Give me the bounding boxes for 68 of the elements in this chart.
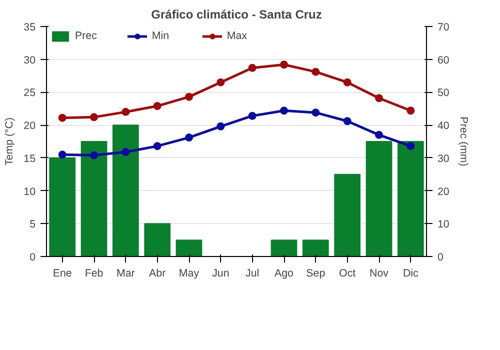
bar <box>176 240 202 256</box>
y-tick-label: 20 <box>24 120 36 132</box>
point <box>122 148 130 156</box>
y2-axis-title: Prec (mm) <box>457 116 470 166</box>
y2-tick-label: 70 <box>438 22 450 34</box>
point <box>375 94 383 102</box>
x-tick-label: Ago <box>274 268 294 280</box>
y-axis-title: Temp (°C) <box>4 117 16 166</box>
x-tick-label: Oct <box>339 268 356 280</box>
point <box>312 108 320 117</box>
legend-label: Min <box>152 30 170 42</box>
point <box>153 102 162 110</box>
x-tick-label: Sep <box>306 268 326 280</box>
y-tick-label: 5 <box>30 218 36 231</box>
bar <box>270 240 298 256</box>
point <box>406 142 415 150</box>
y2-tick-label: 30 <box>438 152 450 165</box>
bar <box>398 141 424 256</box>
point <box>406 106 415 115</box>
x-tick-label: Dic <box>402 268 420 280</box>
y2-tick-label: 50 <box>438 87 450 100</box>
point <box>343 78 352 86</box>
point <box>122 108 130 116</box>
point <box>375 130 383 139</box>
point <box>58 150 66 159</box>
y-tick-label: 25 <box>24 87 36 100</box>
bar <box>144 223 170 256</box>
point <box>216 122 225 130</box>
y2-tick-label: 60 <box>438 54 450 66</box>
bar <box>302 240 329 256</box>
x-tick-label: Jun <box>212 268 230 280</box>
y-tick-label: 30 <box>24 54 36 66</box>
bar <box>49 157 76 256</box>
bar <box>80 141 108 256</box>
point <box>248 64 256 72</box>
x-tick-label: Abr <box>149 268 166 280</box>
x-tick-label: Mar <box>116 268 136 280</box>
point <box>90 151 98 160</box>
point <box>185 134 193 142</box>
y2-tick-label: 40 <box>438 120 450 132</box>
bar <box>334 174 360 256</box>
y-tick-label: 15 <box>24 152 36 165</box>
y2-tick-label: 20 <box>438 186 450 198</box>
point <box>280 60 288 69</box>
point <box>343 117 352 126</box>
point <box>312 68 320 76</box>
y-tick-label: 10 <box>24 186 36 198</box>
point <box>185 92 193 101</box>
point <box>90 113 98 122</box>
point <box>280 106 288 115</box>
x-tick-label: Jul <box>246 268 260 280</box>
point <box>248 112 256 120</box>
x-tick-label: Ene <box>52 268 72 280</box>
chart-title: Gráfico climático - Santa Cruz <box>151 8 322 22</box>
y2-tick-label: 0 <box>438 252 444 264</box>
bar <box>366 141 392 256</box>
x-tick-label: Nov <box>370 268 390 280</box>
x-tick-label: May <box>178 268 200 280</box>
bar <box>112 124 139 256</box>
y-tick-label: 0 <box>30 252 36 264</box>
x-tick-label: Feb <box>84 268 104 280</box>
y-tick-label: 35 <box>24 22 36 34</box>
point <box>153 142 162 150</box>
point <box>58 114 66 122</box>
legend-label: Prec <box>75 30 97 42</box>
legend-label: Max <box>226 30 248 42</box>
y2-tick-label: 10 <box>438 218 450 231</box>
point <box>216 78 225 86</box>
